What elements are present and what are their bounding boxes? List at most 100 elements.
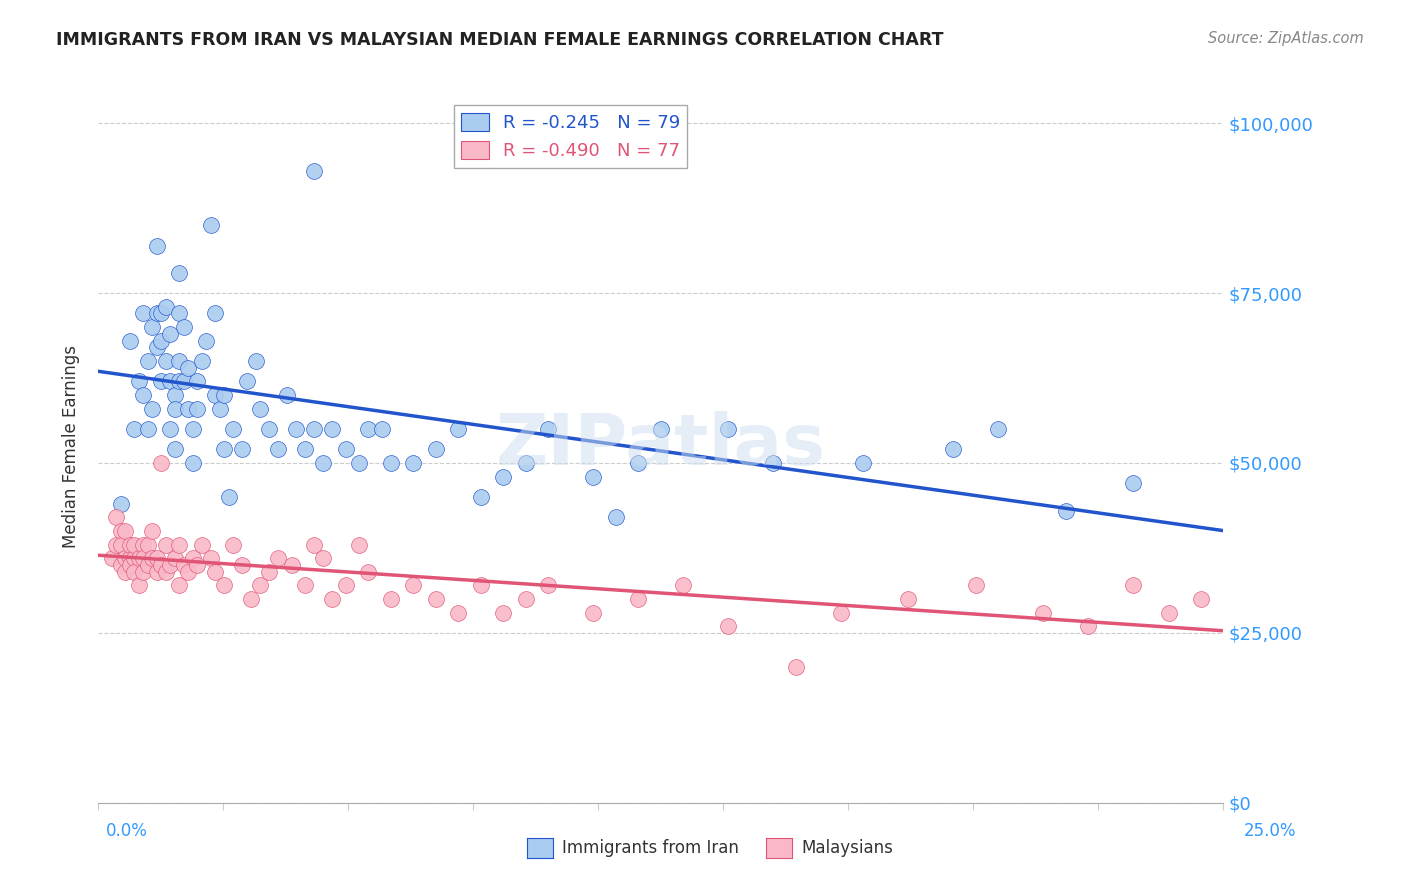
- Text: Immigrants from Iran: Immigrants from Iran: [562, 839, 740, 857]
- Point: [177, 401, 200, 416]
- Point: [852, 456, 875, 470]
- Point: [146, 306, 169, 320]
- Point: [132, 306, 155, 320]
- Point: [169, 375, 191, 389]
- Point: [218, 490, 240, 504]
- Text: 25.0%: 25.0%: [1244, 822, 1296, 840]
- Point: [259, 422, 281, 436]
- Point: [357, 422, 380, 436]
- Point: [537, 422, 560, 436]
- Point: [285, 422, 308, 436]
- Point: [132, 565, 155, 579]
- Point: [118, 551, 141, 566]
- Point: [349, 456, 371, 470]
- Point: [249, 578, 271, 592]
- Point: [181, 551, 204, 566]
- Point: [304, 537, 326, 551]
- Point: [181, 456, 204, 470]
- Point: [124, 565, 146, 579]
- Point: [163, 388, 186, 402]
- Text: Source: ZipAtlas.com: Source: ZipAtlas.com: [1208, 31, 1364, 46]
- Point: [717, 422, 740, 436]
- Point: [110, 497, 132, 511]
- Point: [118, 558, 141, 572]
- Point: [267, 442, 290, 457]
- Point: [132, 388, 155, 402]
- Point: [1122, 476, 1144, 491]
- Point: [110, 524, 132, 538]
- Point: [717, 619, 740, 633]
- Point: [150, 306, 173, 320]
- Point: [159, 558, 181, 572]
- Point: [146, 565, 169, 579]
- Point: [141, 524, 163, 538]
- Text: IMMIGRANTS FROM IRAN VS MALAYSIAN MEDIAN FEMALE EARNINGS CORRELATION CHART: IMMIGRANTS FROM IRAN VS MALAYSIAN MEDIAN…: [56, 31, 943, 49]
- Point: [425, 442, 447, 457]
- Point: [169, 578, 191, 592]
- Point: [155, 300, 177, 314]
- Point: [650, 422, 672, 436]
- Point: [335, 578, 357, 592]
- Point: [294, 442, 316, 457]
- Point: [204, 388, 226, 402]
- Point: [1077, 619, 1099, 633]
- Point: [897, 591, 920, 606]
- Point: [150, 375, 173, 389]
- Point: [191, 537, 214, 551]
- Point: [987, 422, 1010, 436]
- Point: [208, 401, 231, 416]
- Point: [173, 375, 195, 389]
- Point: [762, 456, 785, 470]
- Point: [155, 537, 177, 551]
- Point: [240, 591, 263, 606]
- Point: [128, 375, 150, 389]
- Point: [470, 578, 492, 592]
- Point: [136, 354, 159, 368]
- Point: [267, 551, 290, 566]
- Point: [349, 537, 371, 551]
- Point: [136, 537, 159, 551]
- Point: [605, 510, 627, 524]
- Point: [204, 306, 226, 320]
- Point: [304, 422, 326, 436]
- Point: [214, 578, 236, 592]
- Point: [312, 551, 335, 566]
- Text: 0.0%: 0.0%: [105, 822, 148, 840]
- Point: [1032, 606, 1054, 620]
- Point: [114, 565, 136, 579]
- Point: [186, 401, 208, 416]
- Text: Malaysians: Malaysians: [801, 839, 893, 857]
- Point: [357, 565, 380, 579]
- Point: [169, 354, 191, 368]
- Point: [110, 537, 132, 551]
- Point: [380, 591, 402, 606]
- Point: [132, 551, 155, 566]
- Point: [114, 524, 136, 538]
- Point: [124, 551, 146, 566]
- Point: [150, 456, 173, 470]
- Point: [128, 551, 150, 566]
- Point: [118, 334, 141, 348]
- Point: [236, 375, 259, 389]
- Point: [830, 606, 852, 620]
- Point: [402, 456, 425, 470]
- Point: [249, 401, 271, 416]
- Point: [132, 537, 155, 551]
- Point: [492, 469, 515, 483]
- Point: [155, 565, 177, 579]
- Point: [380, 456, 402, 470]
- Point: [159, 422, 181, 436]
- Point: [173, 320, 195, 334]
- Point: [169, 306, 191, 320]
- Point: [163, 401, 186, 416]
- Point: [371, 422, 394, 436]
- Point: [259, 565, 281, 579]
- Point: [128, 578, 150, 592]
- Point: [150, 334, 173, 348]
- Point: [312, 456, 335, 470]
- Point: [141, 551, 163, 566]
- Point: [515, 456, 537, 470]
- Point: [141, 401, 163, 416]
- Point: [582, 606, 605, 620]
- Point: [177, 565, 200, 579]
